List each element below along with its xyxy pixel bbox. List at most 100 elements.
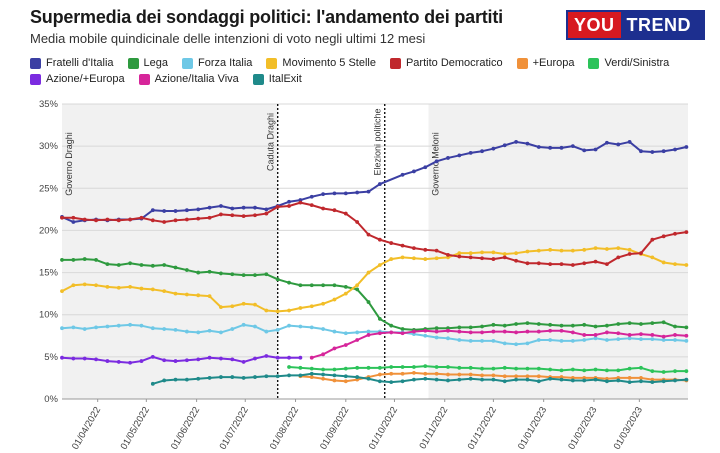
data-point [514, 330, 518, 335]
data-point [343, 343, 348, 347]
data-point [434, 248, 439, 253]
x-tick-label: 01/11/2022 [417, 405, 450, 451]
data-point [536, 329, 541, 334]
x-tick-label: 01/03/2023 [612, 405, 645, 452]
data-point [525, 141, 530, 146]
data-point [287, 323, 291, 328]
data-point [468, 330, 473, 335]
data-point [434, 159, 439, 164]
data-point [480, 338, 484, 343]
data-point [536, 374, 541, 379]
data-point [150, 218, 155, 223]
data-point [321, 206, 326, 211]
data-point [230, 272, 235, 277]
data-point [639, 337, 643, 342]
period-label: Governo Draghi [64, 132, 74, 196]
legend-item[interactable]: ItalExit [252, 71, 302, 87]
data-point [82, 217, 87, 222]
data-point [253, 324, 257, 329]
legend-swatch [182, 57, 193, 69]
data-point [219, 375, 223, 379]
data-point [661, 234, 666, 239]
data-point [241, 273, 246, 277]
data-point [684, 377, 689, 382]
data-point [366, 376, 371, 381]
data-point [434, 326, 439, 331]
data-point [468, 150, 473, 155]
data-point [570, 367, 575, 372]
data-point [309, 304, 314, 309]
data-point [457, 329, 462, 334]
data-point [480, 373, 484, 378]
data-point [593, 246, 598, 251]
x-tick-label: 01/09/2022 [318, 405, 351, 452]
data-point [332, 297, 337, 302]
data-point [309, 194, 314, 199]
data-point [264, 354, 269, 358]
legend-item[interactable]: Forza Italia [182, 55, 252, 71]
data-point [241, 360, 246, 364]
data-point [593, 324, 598, 329]
data-point [389, 380, 394, 385]
data-point [616, 378, 621, 383]
data-point [343, 379, 348, 384]
data-point [639, 365, 643, 370]
data-point [582, 247, 587, 252]
data-point [514, 258, 518, 263]
data-point [321, 301, 326, 306]
data-point [457, 254, 462, 259]
data-point [423, 364, 428, 369]
data-point [570, 378, 575, 383]
data-point [639, 376, 643, 380]
data-point [162, 220, 167, 224]
legend-item[interactable]: Verdi/Sinistra [588, 55, 669, 71]
data-point [94, 283, 98, 288]
data-point [661, 320, 666, 325]
data-point [343, 374, 348, 379]
data-point [616, 368, 621, 373]
data-point [309, 203, 314, 208]
legend-swatch [138, 73, 150, 85]
data-point [400, 379, 405, 384]
data-point [377, 379, 382, 384]
data-point [457, 365, 462, 370]
data-point [673, 369, 677, 374]
legend-item[interactable]: +Europa [516, 55, 574, 71]
legend-item[interactable]: Lega [127, 55, 168, 71]
legend-item[interactable]: Movimento 5 Stelle [266, 55, 376, 71]
data-point [253, 375, 257, 379]
data-point [639, 322, 643, 326]
data-point [661, 338, 666, 342]
data-point [275, 327, 280, 332]
data-point [457, 251, 462, 256]
data-point [60, 289, 64, 294]
data-point [264, 329, 269, 334]
data-point [162, 358, 167, 363]
data-point [253, 356, 257, 361]
data-point [605, 140, 609, 145]
legend-label: Azione/+Europa [46, 73, 125, 85]
legend-item[interactable]: Azione/+Europa [30, 71, 125, 87]
data-point [287, 204, 291, 208]
data-point [400, 365, 405, 369]
data-point [264, 211, 269, 216]
data-point [287, 355, 291, 360]
legend-item[interactable]: Partito Democratico [389, 55, 503, 71]
legend-item[interactable]: Azione/Italia Viva [138, 71, 239, 87]
data-point [275, 355, 280, 360]
data-point [184, 329, 189, 334]
data-point [650, 369, 655, 374]
data-point [173, 265, 178, 270]
x-tick-label: 01/02/2023 [566, 405, 599, 452]
data-point [332, 191, 337, 196]
data-point [321, 372, 326, 377]
data-point [412, 377, 416, 382]
data-point [412, 365, 416, 369]
data-point [423, 328, 428, 333]
data-point [377, 365, 382, 370]
data-point [639, 149, 643, 154]
data-point [559, 328, 564, 333]
legend-item[interactable]: Fratelli d'Italia [30, 55, 114, 71]
data-point [343, 211, 348, 216]
data-point [627, 321, 632, 326]
